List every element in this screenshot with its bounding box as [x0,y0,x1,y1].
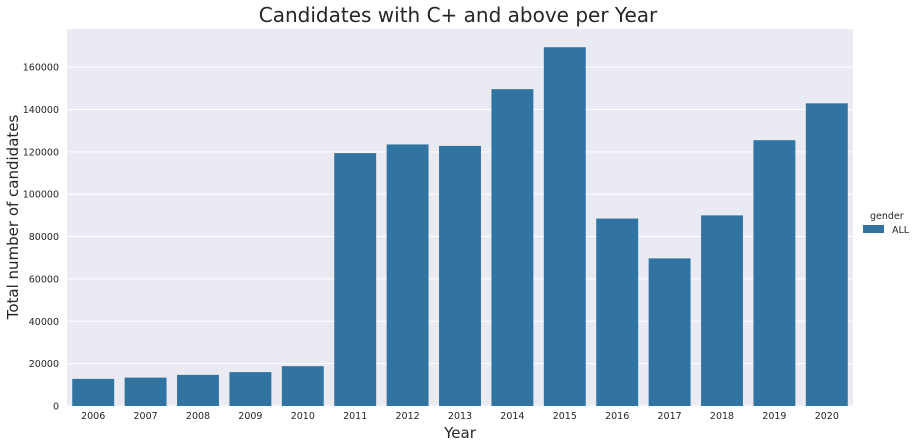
y-axis-ticks: 0 20000 40000 60000 80000 100000 120000 140000 1… [23,63,59,413]
x-tick-label: 2020 [815,411,839,422]
x-tick-label: 2008 [186,411,210,422]
legend-swatch [863,225,884,233]
x-tick-label: 2013 [448,411,472,422]
legend-entry-all: ALL [892,225,910,236]
bar-2006 [72,378,115,406]
x-tick-label: 2009 [238,411,262,422]
x-axis-ticks: 2006 2007 2008 2009 2010 2011 2012 2013 2014 2015… [81,411,839,422]
bar-2009 [229,372,272,406]
x-tick-label: 2016 [605,411,629,422]
x-tick-label: 2006 [81,411,105,422]
y-tick-label: 60000 [29,274,59,285]
bar-2007 [124,377,167,406]
legend-title: gender [870,211,904,222]
y-tick-label: 20000 [29,359,59,370]
bar-2020 [805,103,848,407]
bars [72,47,848,407]
bar-2018 [701,215,743,406]
x-axis-label: Year [443,424,477,442]
y-tick-label: 80000 [29,232,59,243]
bar-2019 [753,140,796,406]
y-axis-label: Total number of candidates [4,115,22,321]
y-tick-label: 100000 [23,190,59,201]
x-tick-label: 2012 [396,411,420,422]
x-tick-label: 2014 [500,411,524,422]
bar-2014 [491,89,534,406]
bar-2011 [334,153,377,406]
y-tick-label: 140000 [23,105,59,116]
x-tick-label: 2010 [291,411,315,422]
legend: gender ALL [863,211,910,236]
bar-2010 [281,366,324,406]
y-tick-label: 40000 [29,317,59,328]
x-tick-label: 2007 [134,411,158,422]
x-tick-label: 2015 [553,411,577,422]
bar-2016 [596,218,639,406]
bar-2008 [177,374,219,406]
x-tick-label: 2018 [710,411,734,422]
x-tick-label: 2019 [762,411,786,422]
x-tick-label: 2017 [658,411,682,422]
bar-2017 [648,258,691,406]
y-tick-label: 120000 [23,147,59,158]
bar-2015 [543,47,586,407]
x-tick-label: 2011 [343,411,367,422]
bar-2013 [439,145,481,406]
y-tick-label: 0 [53,402,59,413]
bar-2012 [386,144,429,406]
chart-title: Candidates with C+ and above per Year [259,3,658,27]
y-tick-label: 160000 [23,63,59,74]
